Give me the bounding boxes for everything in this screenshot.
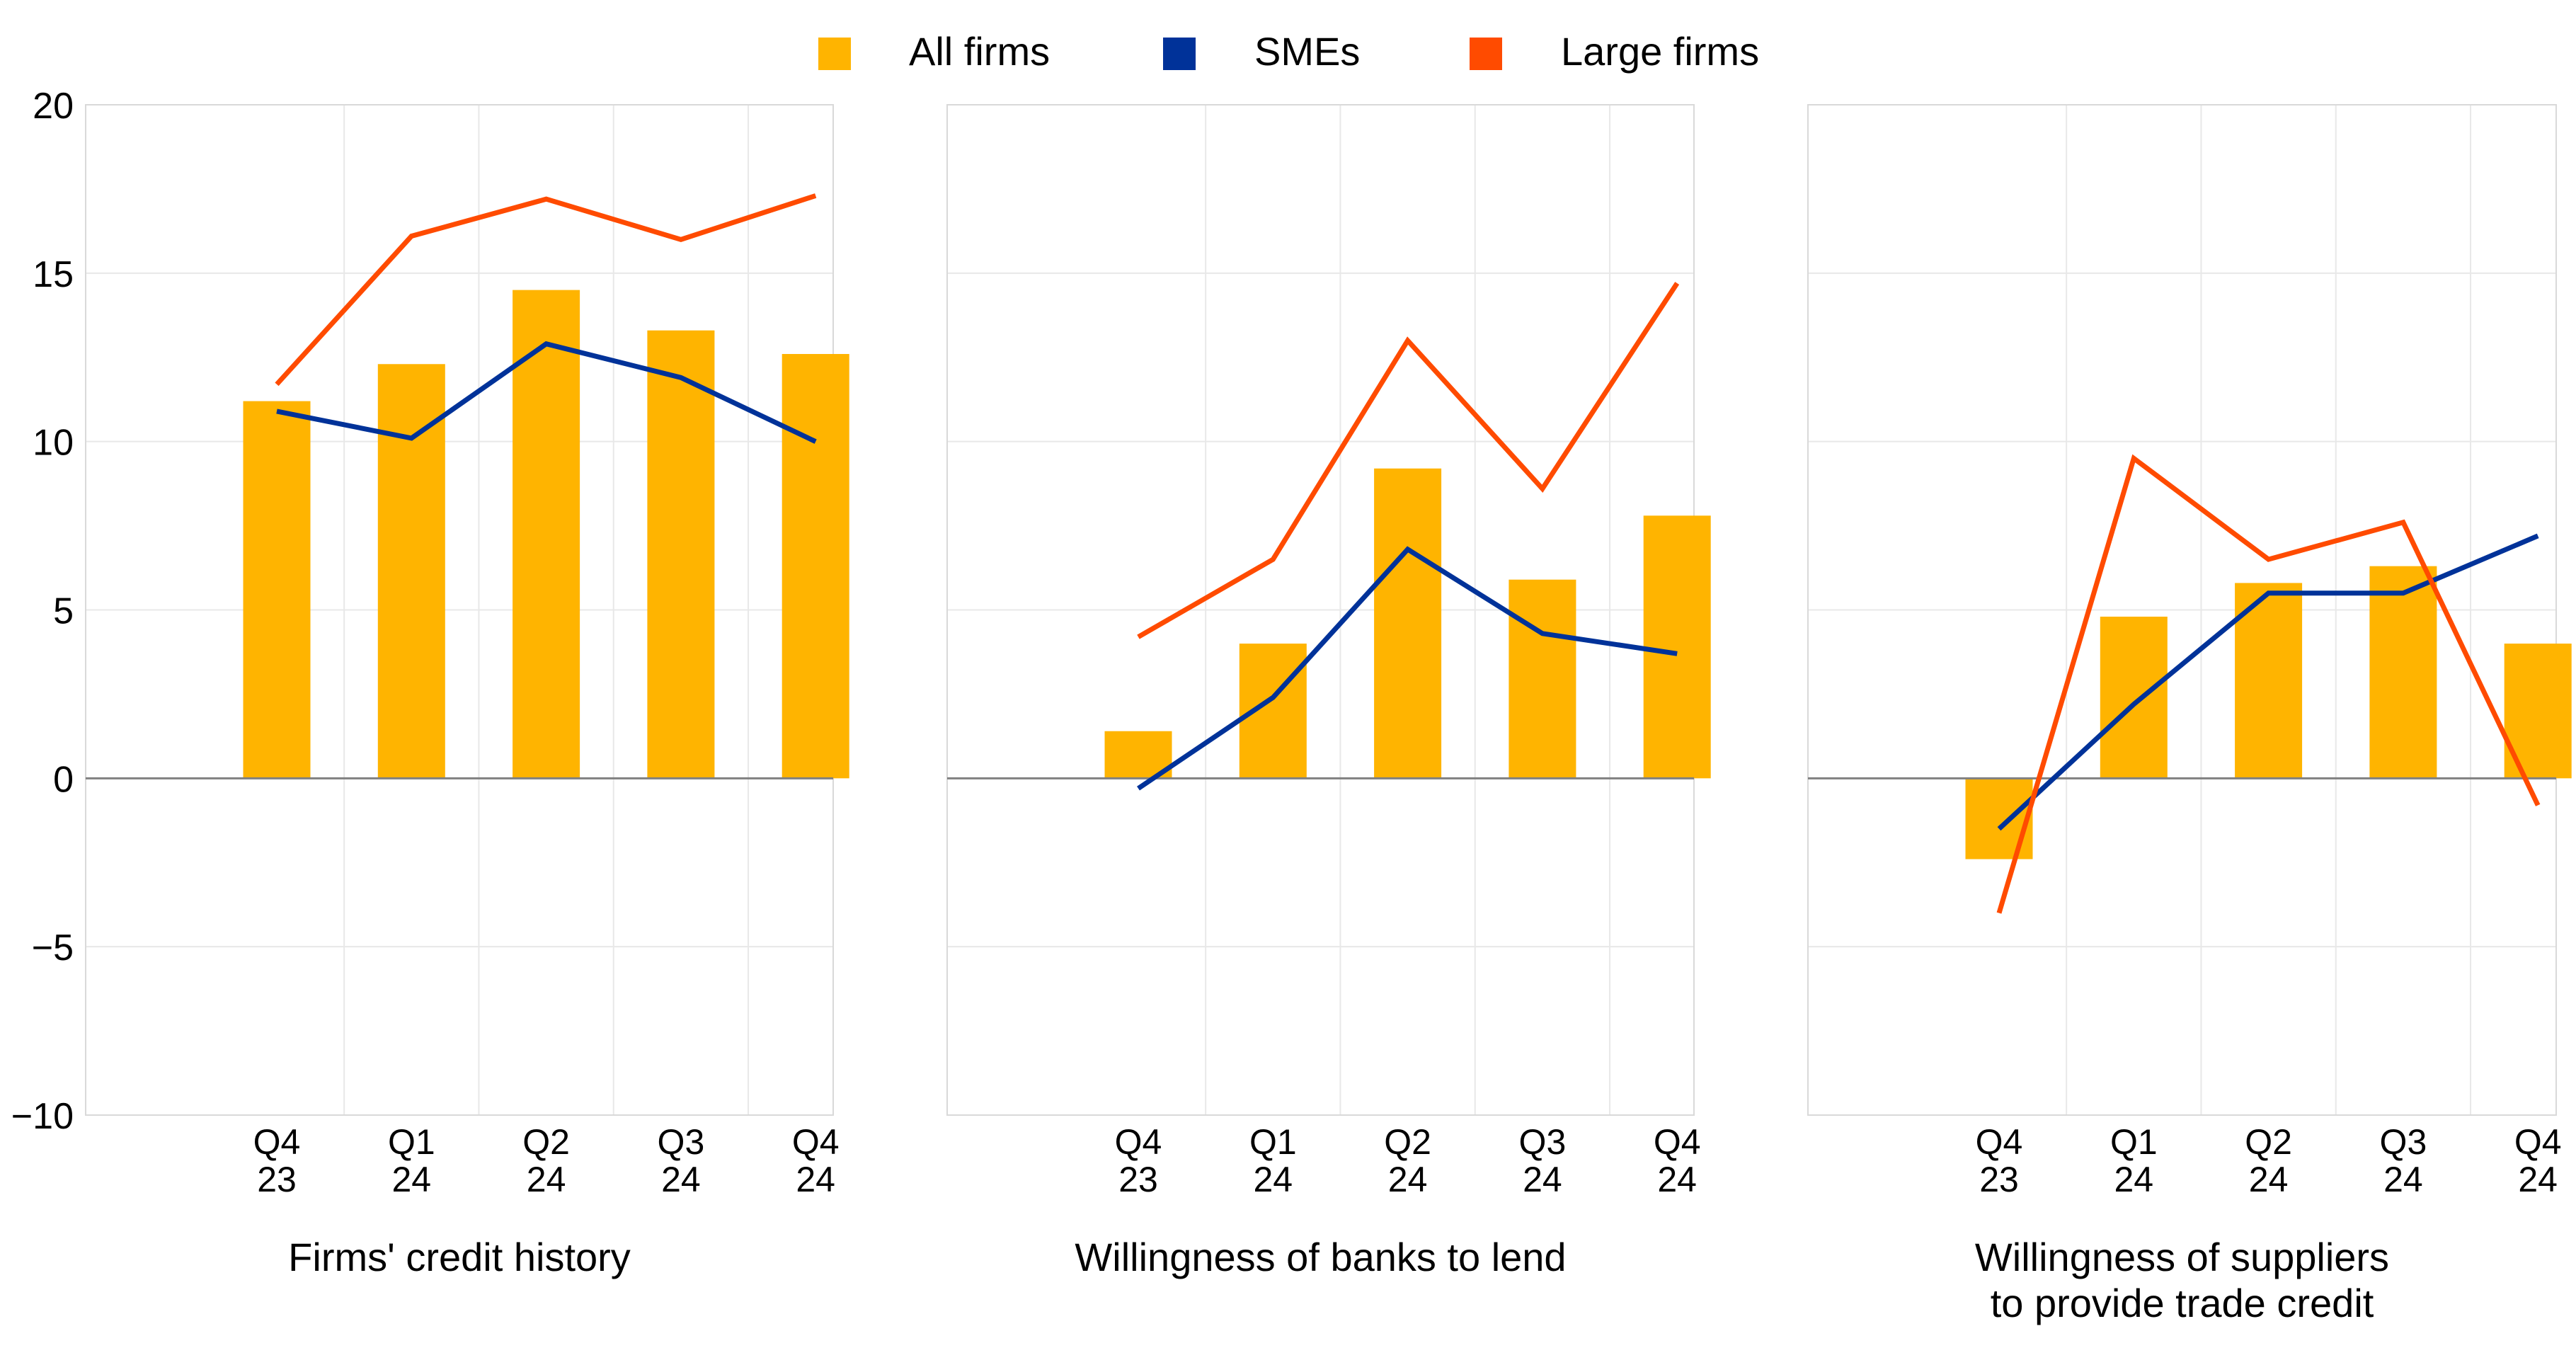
bar-all-firms xyxy=(2100,617,2168,778)
x-tick-label: 24 xyxy=(2383,1160,2423,1199)
bar-all-firms xyxy=(378,364,445,778)
x-tick-label: 23 xyxy=(257,1160,297,1199)
bar-all-firms xyxy=(1374,469,1441,779)
panel-title: Willingness of banks to lend xyxy=(1075,1235,1566,1279)
bar-all-firms xyxy=(1509,580,1576,779)
x-tick-label: 24 xyxy=(2114,1160,2153,1199)
x-tick-label: Q4 xyxy=(2514,1122,2562,1162)
y-tick-label: 5 xyxy=(53,591,74,632)
panel-title: Willingness of suppliers xyxy=(1975,1235,2389,1279)
legend-swatch xyxy=(1470,38,1502,70)
x-tick-label: 24 xyxy=(796,1160,835,1199)
y-tick-label: −5 xyxy=(32,927,74,969)
legend-label: SMEs xyxy=(1254,29,1360,74)
x-tick-label: 24 xyxy=(391,1160,431,1199)
y-tick-label: 15 xyxy=(33,254,74,295)
y-tick-label: −10 xyxy=(11,1096,74,1137)
x-tick-label: Q2 xyxy=(522,1122,570,1162)
panel-title: Firms' credit history xyxy=(288,1235,631,1279)
x-tick-label: Q3 xyxy=(2380,1122,2427,1162)
x-tick-label: 24 xyxy=(1523,1160,1562,1199)
x-tick-label: Q4 xyxy=(253,1122,301,1162)
panel-title: to provide trade credit xyxy=(1991,1281,2374,1325)
y-tick-label: 0 xyxy=(53,759,74,800)
bar-all-firms xyxy=(244,401,311,779)
bar-all-firms xyxy=(1966,778,2033,859)
chart-panels: 20151050−5−10Q423Q124Q224Q324Q424Firms' … xyxy=(11,86,2572,1325)
legend-item: Large firms xyxy=(1470,29,1759,74)
x-tick-label: Q1 xyxy=(1249,1122,1297,1162)
bar-all-firms xyxy=(782,354,849,778)
legend-swatch xyxy=(818,38,851,70)
legend-item: All firms xyxy=(818,29,1050,74)
x-tick-label: Q4 xyxy=(1976,1122,2023,1162)
bar-all-firms xyxy=(1644,515,1711,778)
y-tick-label: 10 xyxy=(33,423,74,464)
x-tick-label: 24 xyxy=(661,1160,701,1199)
x-tick-label: 24 xyxy=(1253,1160,1293,1199)
x-tick-label: Q1 xyxy=(2110,1122,2158,1162)
x-tick-label: 23 xyxy=(1118,1160,1158,1199)
bar-all-firms xyxy=(647,331,714,779)
legend: All firms SMEs Large firms xyxy=(818,29,1759,74)
bar-all-firms xyxy=(2369,566,2437,779)
chart-panel: 20151050−5−10Q423Q124Q224Q324Q424Firms' … xyxy=(11,86,849,1279)
x-tick-label: 24 xyxy=(2249,1160,2289,1199)
x-tick-label: Q3 xyxy=(1519,1122,1567,1162)
x-tick-label: Q4 xyxy=(1654,1122,1701,1162)
x-tick-label: 24 xyxy=(527,1160,566,1199)
x-tick-label: Q1 xyxy=(388,1122,435,1162)
x-tick-label: 24 xyxy=(1388,1160,1428,1199)
x-tick-label: Q2 xyxy=(2245,1122,2292,1162)
x-tick-label: Q3 xyxy=(658,1122,705,1162)
legend-label: Large firms xyxy=(1561,29,1759,74)
x-tick-label: 24 xyxy=(2518,1160,2558,1199)
y-tick-label: 20 xyxy=(33,86,74,127)
legend-label: All firms xyxy=(909,29,1050,74)
legend-swatch xyxy=(1163,38,1196,70)
legend-item: SMEs xyxy=(1163,29,1360,74)
x-tick-label: Q2 xyxy=(1384,1122,1431,1162)
x-tick-label: 23 xyxy=(1979,1160,2019,1199)
x-tick-label: Q4 xyxy=(792,1122,840,1162)
x-tick-label: 24 xyxy=(1657,1160,1697,1199)
x-tick-label: Q4 xyxy=(1115,1122,1162,1162)
